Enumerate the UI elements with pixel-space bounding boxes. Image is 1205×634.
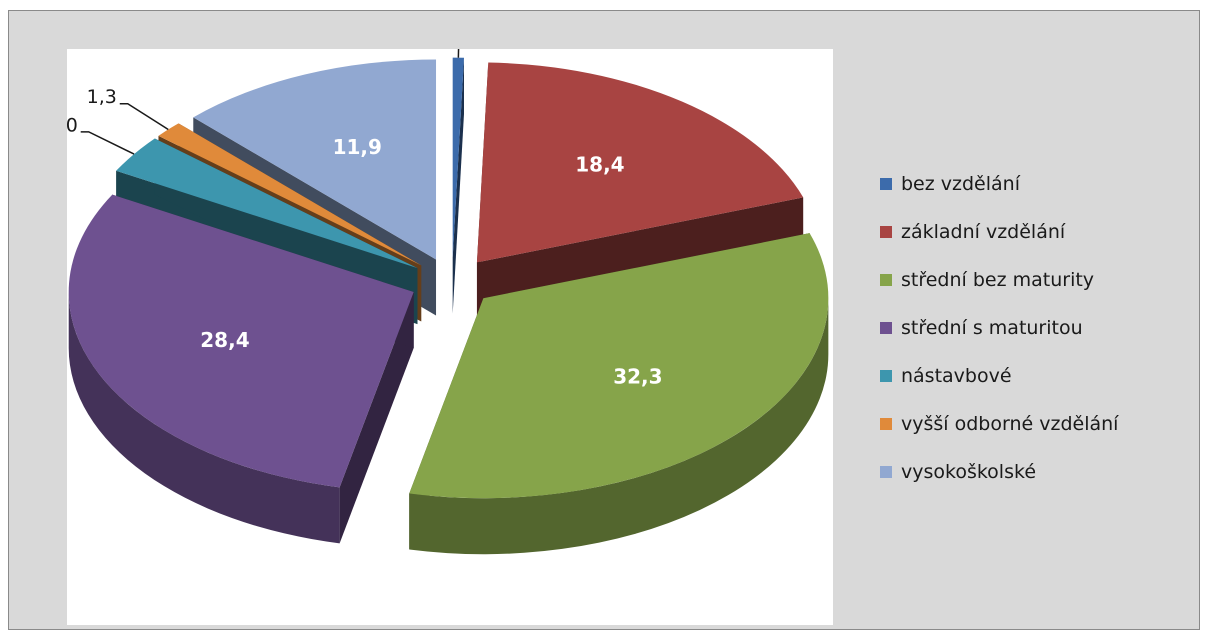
data-label-5: 3,0 (67, 114, 78, 136)
data-label-3: 32,3 (613, 365, 662, 389)
data-label-7: 11,9 (333, 135, 382, 159)
data-label-4: 28,4 (200, 328, 249, 352)
legend-label: střední bez maturity (901, 269, 1095, 291)
legend-label: vysokoškolské (901, 461, 1037, 483)
legend-swatch (880, 370, 892, 382)
pie-tops (68, 57, 829, 499)
legend-swatch (880, 226, 892, 238)
legend-swatch (880, 274, 892, 286)
data-labels: 0,518,432,328,43,01,311,9 (67, 86, 663, 389)
legend-label: základní vzdělání (901, 221, 1066, 243)
legend-swatch (880, 178, 892, 190)
legend-item: vysokoškolské (880, 448, 1200, 496)
pie-slice-7 (193, 59, 437, 260)
pie-slice-1 (452, 57, 465, 258)
pie-slice-3 (409, 233, 829, 499)
plot-area: 0,518,432,328,43,01,311,9 (67, 49, 833, 625)
legend-item: bez vzdělání (880, 160, 1200, 208)
leader-line (457, 49, 460, 58)
leader-line (80, 131, 135, 155)
pie-slice-4 (68, 194, 414, 488)
legend-label: bez vzdělání (901, 173, 1020, 195)
slice-side (68, 292, 340, 544)
legend-item: střední s maturitou (880, 304, 1200, 352)
legend-item: vyšší odborné vzdělání (880, 400, 1200, 448)
legend-label: vyšší odborné vzdělání (901, 413, 1119, 435)
leader-lines (80, 49, 460, 155)
legend-swatch (880, 466, 892, 478)
legend-label: střední s maturitou (901, 317, 1083, 339)
legend-item: nástavbové (880, 352, 1200, 400)
slice-wall (452, 57, 465, 314)
legend-item: základní vzdělání (880, 208, 1200, 256)
legend-item: střední bez maturity (880, 256, 1200, 304)
pie-slice-2 (476, 62, 804, 263)
leader-line (119, 102, 169, 131)
chart-frame: 0,518,432,328,43,01,311,9 (8, 10, 1200, 630)
legend: bez vzdělání základní vzdělání střední bez… (880, 160, 1200, 496)
data-label-2: 18,4 (575, 152, 624, 176)
slice-wall (339, 292, 414, 544)
legend-swatch (880, 322, 892, 334)
slice-side (409, 298, 829, 555)
pie-slice-6 (158, 123, 422, 266)
pie-chart: 0,518,432,328,43,01,311,9 (67, 49, 829, 555)
legend-label: nástavbové (901, 365, 1012, 387)
legend-swatch (880, 418, 892, 430)
pie-slice-5 (116, 138, 418, 269)
data-label-6: 1,3 (87, 86, 117, 108)
